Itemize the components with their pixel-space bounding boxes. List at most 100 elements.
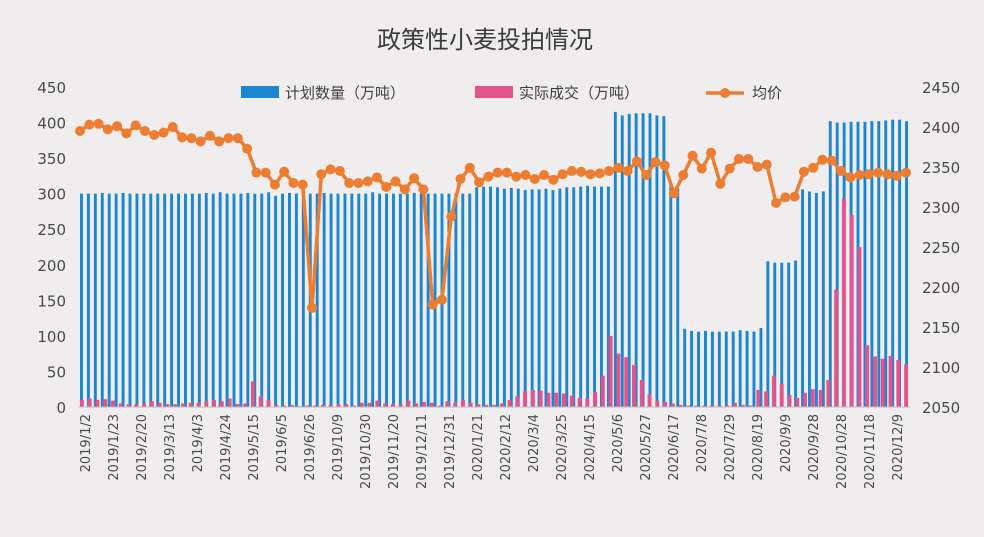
y-left-tick-label: 150 [37, 292, 66, 310]
x-tick-label: 2019/11/20 [387, 414, 402, 489]
actual-bar [624, 357, 629, 407]
planned-bar [759, 328, 763, 407]
actual-bar [492, 404, 496, 407]
planned-bar [551, 190, 555, 407]
price-point [186, 133, 197, 144]
planned-bar [710, 331, 714, 407]
actual-bar [429, 402, 434, 407]
planned-bar [135, 193, 139, 407]
legend-label-actual: 实际成交（万吨） [519, 84, 639, 102]
planned-bar [232, 193, 236, 407]
price-point [901, 167, 911, 178]
price-point [399, 184, 410, 195]
legend-swatch-planned [241, 86, 279, 98]
actual-bar [235, 404, 240, 407]
actual-bar [375, 400, 380, 407]
planned-bar [336, 193, 340, 407]
y-left-tick-label: 50 [47, 363, 66, 381]
planned-bar [322, 192, 326, 407]
planned-bar [260, 193, 264, 407]
actual-bar [803, 392, 807, 407]
actual-bar [896, 360, 901, 407]
actual-bar [632, 365, 636, 407]
planned-bar [509, 187, 513, 407]
planned-bar [530, 189, 534, 407]
price-point [436, 294, 447, 305]
actual-bar [367, 402, 372, 407]
actual-bar [569, 395, 574, 407]
price-point [566, 166, 577, 176]
x-tick-label: 2020/3/25 [555, 414, 570, 481]
price-point [390, 176, 401, 187]
y-right-tick-label: 2350 [922, 159, 960, 177]
actual-bar [118, 403, 123, 407]
planned-bar [704, 330, 707, 407]
actual-bar [79, 399, 84, 407]
price-point [529, 174, 540, 184]
price-point [455, 174, 466, 184]
price-point [251, 167, 262, 178]
price-point [761, 159, 772, 170]
planned-bar [170, 193, 174, 407]
planned-bar [267, 192, 271, 407]
x-tick-label: 2019/4/3 [191, 414, 206, 472]
price-point [325, 164, 336, 175]
legend-label-planned: 计划数量（万吨） [285, 84, 405, 102]
actual-bar [779, 384, 784, 407]
planned-bar [364, 193, 368, 407]
planned-bar [343, 193, 347, 407]
actual-bar [398, 404, 403, 407]
planned-bar [371, 192, 375, 407]
actual-bar [694, 405, 699, 407]
planned-bar [197, 193, 201, 407]
price-point [427, 299, 438, 310]
x-tick-label: 2020/7/8 [695, 414, 710, 472]
y-left-axis: 0 50 100 150 200 250 300 350 400 450 [37, 79, 66, 417]
actual-bar [406, 400, 411, 407]
planned-bar [828, 121, 832, 407]
price-point [511, 171, 522, 182]
planned-bar [676, 188, 680, 407]
price-point [641, 170, 652, 180]
planned-bar [274, 195, 278, 407]
x-tick-label: 2020/12/9 [891, 414, 906, 481]
price-point [242, 143, 253, 154]
actual-bar [538, 390, 543, 407]
actual-bar [313, 405, 318, 407]
planned-bar [253, 193, 257, 407]
planned-bar [482, 186, 486, 407]
actual-bar [173, 404, 178, 407]
planned-bar [905, 121, 908, 407]
chart-title: 政策性小麦投拍情况 [377, 26, 593, 54]
planned-bar [648, 113, 652, 407]
price-point [789, 191, 800, 202]
planned-bar [766, 261, 770, 407]
planned-bar [523, 190, 527, 407]
price-point [195, 136, 206, 147]
planned-bar [121, 192, 125, 407]
planned-bar [86, 193, 90, 407]
price-point [873, 167, 884, 178]
planned-bar [281, 193, 284, 407]
planned-bar [572, 187, 576, 407]
planned-bar [211, 193, 215, 407]
actual-bar [165, 404, 170, 407]
actual-bar [453, 402, 458, 407]
x-tick-label: 2019/12/11 [415, 414, 430, 489]
planned-bar [787, 262, 791, 407]
actual-bar [476, 404, 481, 407]
planned-bar [496, 187, 499, 407]
actual-bars [79, 198, 909, 407]
y-left-tick-label: 100 [37, 328, 66, 346]
actual-bar [865, 345, 870, 407]
actual-bar [554, 392, 559, 407]
actual-bar [142, 403, 147, 407]
actual-bar [577, 397, 582, 407]
planned-bar [447, 193, 451, 407]
price-point [826, 155, 837, 166]
price-point [492, 167, 503, 178]
planned-bar [780, 262, 784, 407]
planned-bar [412, 192, 416, 407]
planned-bar [475, 187, 479, 407]
price-point [604, 166, 615, 176]
